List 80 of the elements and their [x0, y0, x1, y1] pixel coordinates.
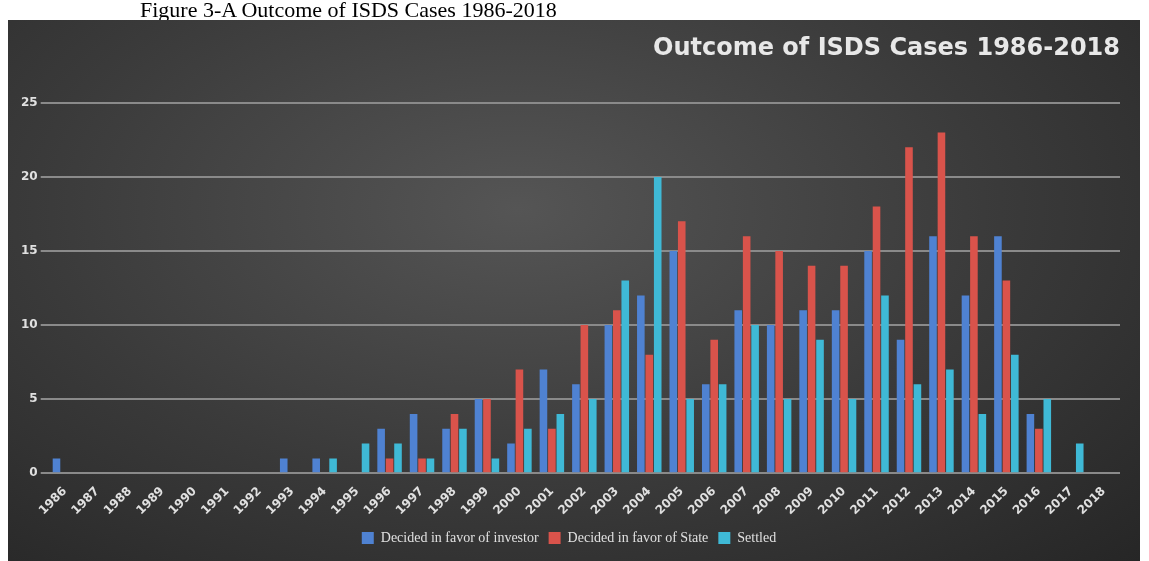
- bar: [848, 399, 857, 473]
- bar: [1035, 428, 1043, 473]
- bar: [896, 339, 905, 473]
- bar: [1002, 280, 1011, 473]
- bar: [742, 236, 751, 473]
- y-tick-label: 10: [21, 317, 38, 332]
- bar: [734, 310, 743, 473]
- bar: [978, 413, 987, 473]
- bar: [710, 339, 718, 473]
- bar: [872, 206, 881, 473]
- bar: [881, 295, 889, 473]
- bar: [816, 339, 824, 473]
- y-tick-label: 20: [21, 169, 38, 184]
- bar: [515, 369, 524, 473]
- bar: [312, 458, 320, 473]
- chart-title: Outcome of ISDS Cases 1986-2018: [653, 32, 1120, 61]
- bar: [783, 399, 792, 473]
- y-tick-label: 5: [29, 391, 38, 406]
- bar: [621, 280, 630, 473]
- bar: [831, 310, 840, 473]
- bar: [377, 428, 385, 473]
- bar: [539, 369, 548, 473]
- bar: [718, 384, 727, 473]
- bar: [279, 458, 288, 473]
- y-tick-label: 15: [21, 243, 38, 258]
- bar: [588, 399, 597, 473]
- bar: [864, 250, 872, 473]
- bar: [580, 325, 589, 473]
- bar: [701, 384, 710, 473]
- bar: [1043, 399, 1052, 473]
- bar: [426, 458, 435, 473]
- bar: [450, 413, 459, 473]
- bar: [385, 458, 394, 473]
- bar: [677, 221, 686, 473]
- bar: [474, 399, 483, 473]
- bar: [361, 443, 370, 473]
- bar: [970, 236, 978, 473]
- bar: [913, 384, 922, 473]
- caption: Figure 3-A Outcome of ISDS Cases 1986-2018: [140, 0, 557, 22]
- bar: [840, 265, 848, 473]
- bar: [604, 325, 613, 473]
- bar: [929, 236, 937, 473]
- bar: [394, 443, 402, 473]
- bar: [524, 428, 532, 473]
- bar: [613, 310, 621, 473]
- bar: [751, 325, 759, 473]
- bar: [961, 295, 970, 473]
- bar: [905, 147, 913, 473]
- bar: [459, 428, 467, 473]
- bar: [1075, 443, 1084, 473]
- bar: [548, 428, 556, 473]
- y-tick-label: 0: [29, 465, 38, 480]
- bar: [775, 250, 783, 473]
- bar: [572, 384, 580, 473]
- legend-label: Decided in favor of State: [567, 529, 709, 545]
- bar: [1011, 354, 1019, 473]
- bar: [637, 295, 645, 473]
- bar: [556, 413, 565, 473]
- bar: [994, 236, 1002, 473]
- bar: [686, 399, 694, 473]
- bar: [409, 413, 418, 473]
- bar: [645, 354, 654, 473]
- bar: [483, 399, 491, 473]
- legend-label: Settled: [737, 529, 777, 545]
- legend-label: Decided in favor of investor: [380, 529, 539, 545]
- bar: [653, 176, 662, 473]
- bar: [937, 132, 946, 473]
- bar: [418, 458, 426, 473]
- bar: [807, 265, 816, 473]
- bar: [507, 443, 515, 473]
- bar: [491, 458, 500, 473]
- bar: [669, 250, 678, 473]
- bar: [799, 310, 807, 473]
- bar: [329, 458, 337, 473]
- bar: [766, 325, 775, 473]
- y-tick-label: 25: [21, 94, 38, 109]
- bar: [946, 369, 954, 473]
- bar: [52, 458, 61, 473]
- bar: [442, 428, 450, 473]
- bar: [1026, 413, 1035, 473]
